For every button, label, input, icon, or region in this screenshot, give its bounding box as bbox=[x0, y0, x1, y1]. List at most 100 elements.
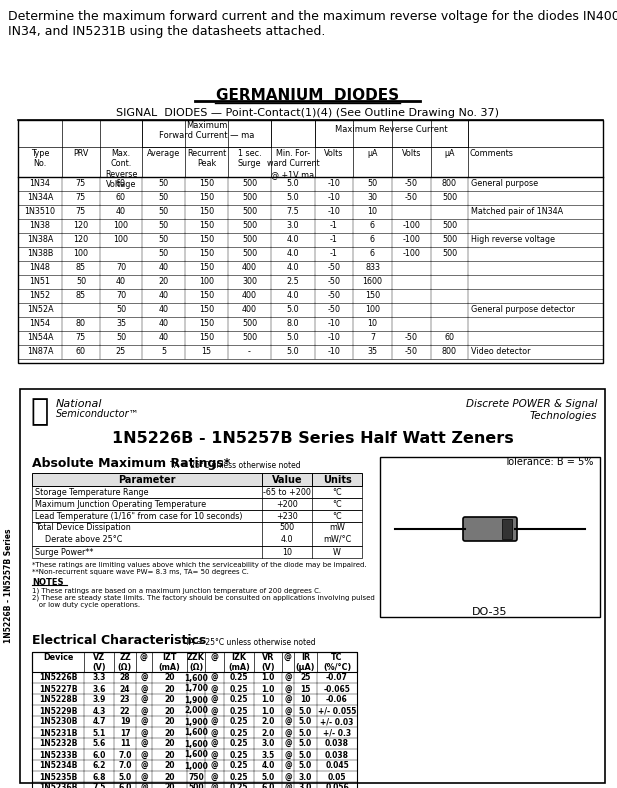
Text: 0.045: 0.045 bbox=[325, 761, 349, 771]
Text: Video detector: Video detector bbox=[471, 347, 531, 356]
Text: -10: -10 bbox=[328, 179, 341, 188]
Text: ZZ
(Ω): ZZ (Ω) bbox=[118, 653, 132, 672]
Text: 833: 833 bbox=[365, 263, 380, 272]
Text: 1N34: 1N34 bbox=[30, 179, 51, 188]
Text: 2,000: 2,000 bbox=[184, 707, 208, 716]
Text: 4.3: 4.3 bbox=[93, 707, 106, 716]
Text: 70: 70 bbox=[116, 291, 126, 300]
Text: 5.0: 5.0 bbox=[262, 772, 275, 782]
Text: National: National bbox=[56, 399, 102, 409]
Text: 100: 100 bbox=[199, 277, 214, 286]
Text: -50: -50 bbox=[328, 263, 341, 272]
Text: General purpose detector: General purpose detector bbox=[471, 305, 575, 314]
Text: -1: -1 bbox=[330, 235, 338, 244]
Text: -1: -1 bbox=[330, 221, 338, 230]
Text: 1N54: 1N54 bbox=[30, 319, 51, 328]
Text: 75: 75 bbox=[76, 193, 86, 202]
Text: -10: -10 bbox=[328, 193, 341, 202]
Text: 1.0: 1.0 bbox=[262, 674, 275, 682]
Text: 7.0: 7.0 bbox=[118, 750, 132, 760]
Text: 35: 35 bbox=[116, 319, 126, 328]
Text: 25: 25 bbox=[116, 347, 126, 356]
Text: 1N5233B: 1N5233B bbox=[39, 750, 77, 760]
Text: 0.056: 0.056 bbox=[325, 783, 349, 788]
Text: @: @ bbox=[284, 696, 292, 704]
Text: 5.6: 5.6 bbox=[93, 739, 106, 749]
Text: IZK
(mA): IZK (mA) bbox=[228, 653, 250, 672]
Text: 5.0: 5.0 bbox=[299, 707, 312, 716]
Text: 120: 120 bbox=[73, 235, 89, 244]
Text: Units: Units bbox=[323, 475, 351, 485]
Text: 1,600: 1,600 bbox=[184, 750, 208, 760]
Text: @: @ bbox=[140, 653, 148, 662]
Text: 500: 500 bbox=[242, 193, 257, 202]
Text: 8.0: 8.0 bbox=[287, 319, 299, 328]
Text: Comments: Comments bbox=[470, 149, 514, 158]
Text: 5.0: 5.0 bbox=[299, 750, 312, 760]
Text: 150: 150 bbox=[199, 207, 214, 216]
Text: 3.5: 3.5 bbox=[262, 750, 275, 760]
Text: +/- 0.03: +/- 0.03 bbox=[320, 718, 354, 727]
Text: 5.0: 5.0 bbox=[287, 193, 299, 202]
Text: 100: 100 bbox=[365, 305, 380, 314]
Text: 3.9: 3.9 bbox=[93, 696, 106, 704]
Text: 7.5: 7.5 bbox=[93, 783, 106, 788]
Bar bbox=[32, 546, 362, 558]
Text: 500: 500 bbox=[280, 523, 294, 532]
Text: IR
(μA): IR (μA) bbox=[296, 653, 315, 672]
Text: @: @ bbox=[284, 707, 292, 716]
Text: 75: 75 bbox=[76, 333, 86, 342]
Text: 15: 15 bbox=[201, 347, 212, 356]
Text: -50: -50 bbox=[405, 179, 418, 188]
Text: 20: 20 bbox=[164, 707, 175, 716]
Text: 3.0: 3.0 bbox=[299, 772, 312, 782]
Text: 1N87A: 1N87A bbox=[27, 347, 53, 356]
Text: Maximum
Forward Current — ma: Maximum Forward Current — ma bbox=[159, 121, 254, 140]
Text: 500: 500 bbox=[442, 193, 457, 202]
Text: 22: 22 bbox=[120, 707, 130, 716]
Text: 2.0: 2.0 bbox=[262, 718, 275, 727]
Text: 60: 60 bbox=[444, 333, 455, 342]
Text: General purpose: General purpose bbox=[471, 179, 538, 188]
Text: 60: 60 bbox=[116, 193, 126, 202]
Text: 20: 20 bbox=[164, 718, 175, 727]
Text: 100: 100 bbox=[73, 249, 88, 258]
Text: 1N3510: 1N3510 bbox=[25, 207, 56, 216]
Text: 150: 150 bbox=[199, 291, 214, 300]
Text: 50: 50 bbox=[116, 305, 126, 314]
Text: 5.0: 5.0 bbox=[287, 347, 299, 356]
Text: -0.065: -0.065 bbox=[323, 685, 350, 693]
Bar bbox=[380, 457, 600, 617]
Text: 7: 7 bbox=[370, 333, 375, 342]
Text: Electrical Characteristics: Electrical Characteristics bbox=[32, 634, 206, 647]
Text: 1.0: 1.0 bbox=[262, 696, 275, 704]
Text: 3.3: 3.3 bbox=[93, 674, 106, 682]
Text: +200: +200 bbox=[276, 500, 298, 509]
Text: 2.0: 2.0 bbox=[262, 728, 275, 738]
Text: 50: 50 bbox=[159, 193, 168, 202]
Text: -100: -100 bbox=[402, 221, 420, 230]
Text: 150: 150 bbox=[199, 235, 214, 244]
Text: 1N54A: 1N54A bbox=[27, 333, 53, 342]
Text: 1 sec.
Surge: 1 sec. Surge bbox=[238, 149, 262, 169]
Text: Semiconductor™: Semiconductor™ bbox=[56, 409, 139, 419]
FancyBboxPatch shape bbox=[463, 517, 517, 541]
Text: 30: 30 bbox=[368, 193, 378, 202]
Text: Max.
Cont.
Reverse
Voltage: Max. Cont. Reverse Voltage bbox=[105, 149, 137, 189]
Text: 75: 75 bbox=[76, 179, 86, 188]
Text: 40: 40 bbox=[159, 305, 168, 314]
Text: 11: 11 bbox=[120, 739, 130, 749]
Text: 1N34A: 1N34A bbox=[27, 193, 53, 202]
Text: @: @ bbox=[140, 772, 148, 782]
Text: 1,600: 1,600 bbox=[184, 739, 208, 749]
Text: 5.0: 5.0 bbox=[287, 333, 299, 342]
Text: 300: 300 bbox=[242, 277, 257, 286]
Text: 500: 500 bbox=[442, 249, 457, 258]
Text: 500: 500 bbox=[442, 221, 457, 230]
Text: 24: 24 bbox=[120, 685, 130, 693]
Text: 1.0: 1.0 bbox=[262, 685, 275, 693]
Text: ⓓ: ⓓ bbox=[30, 397, 48, 426]
Text: @: @ bbox=[210, 696, 218, 704]
Bar bbox=[18, 120, 603, 363]
Text: 19: 19 bbox=[120, 718, 130, 727]
